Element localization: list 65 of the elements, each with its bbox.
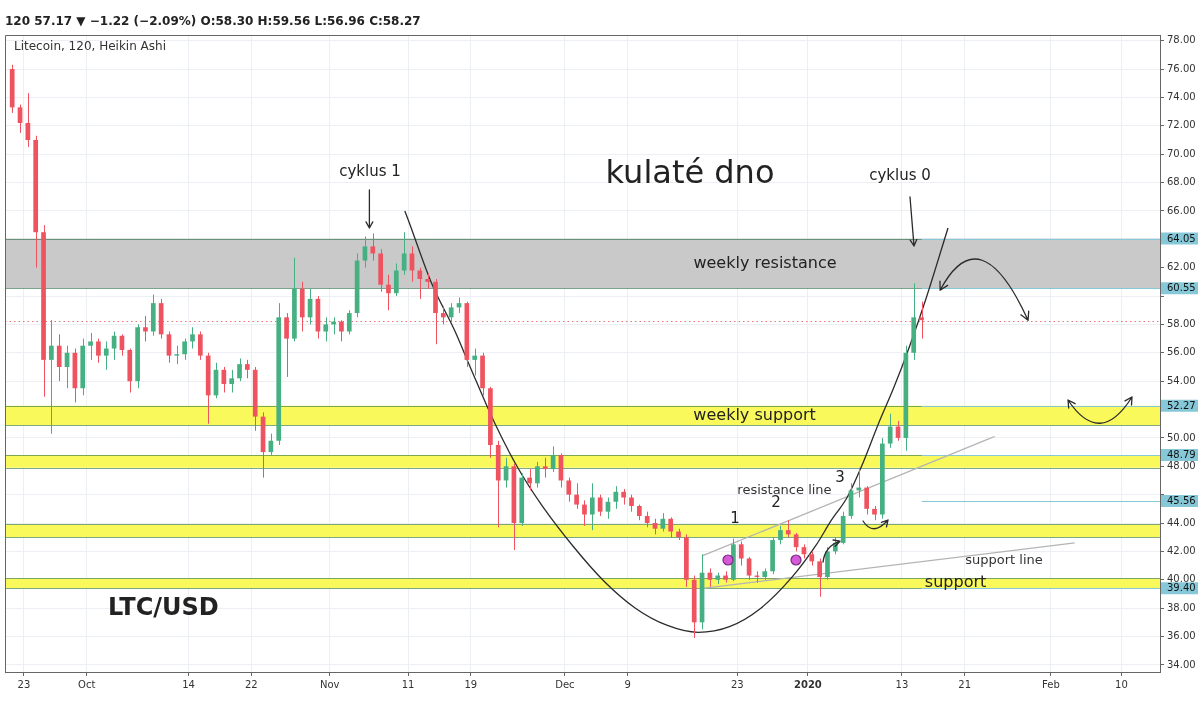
- y-tick-label: 74.00: [1167, 91, 1196, 103]
- text: kulaté dno: [605, 152, 775, 191]
- x-tick-label: 19: [464, 678, 478, 690]
- x-tick-label: Nov: [319, 678, 340, 690]
- y-tick-label: 58.00: [1167, 318, 1196, 330]
- band-label: weekly support: [693, 404, 816, 424]
- candlestick: [88, 332, 93, 361]
- x-tick-label: 23: [730, 678, 744, 690]
- ref-line-label: 39.40: [1167, 582, 1196, 594]
- y-tick-label: 72.00: [1167, 119, 1196, 131]
- y-tick-label: 56.00: [1167, 346, 1196, 358]
- y-tick-label: 40.00: [1167, 573, 1196, 585]
- ref-line-label: 48.79: [1167, 449, 1196, 461]
- x-tick-label: Oct: [78, 678, 96, 690]
- x-tick-label: Dec: [555, 678, 575, 690]
- series-label: support line: [965, 551, 1043, 567]
- candlestick: [425, 272, 431, 290]
- ref-line-label: 45.56: [1167, 495, 1196, 506]
- x-tick-label: 2020: [793, 678, 822, 690]
- y-tick-label: 48.00: [1167, 459, 1196, 471]
- band-label: weekly resistance: [693, 252, 837, 272]
- candlestick: [738, 540, 744, 567]
- candlestick: [323, 316, 329, 342]
- candlestick: [919, 301, 924, 340]
- candlestick: [589, 482, 595, 531]
- candlestick: [96, 338, 101, 364]
- annotation: 1: [730, 509, 740, 528]
- y-tick-label: 44.00: [1167, 516, 1196, 528]
- y-tick-label: 34.00: [1167, 658, 1196, 670]
- annotation: cyklus 1: [339, 162, 401, 181]
- x-tick-label: 9: [624, 678, 631, 690]
- candlestick: [629, 494, 634, 513]
- text: 120 57.17 ▼ −1.22 (−2.09%) O:58.30 H:59.56 L:56.96 C:58.27: [5, 14, 421, 29]
- y-tick-label: 38.00: [1167, 601, 1196, 613]
- y-tick-label: 66.00: [1167, 204, 1196, 216]
- y-tick-label: 68.00: [1167, 176, 1196, 188]
- candlestick: [542, 457, 548, 479]
- y-tick-label: 70.00: [1167, 147, 1196, 159]
- candlestick: [174, 345, 180, 365]
- annotation: 3: [835, 468, 845, 487]
- candlestick: [143, 315, 148, 342]
- annotation: Litecoin, 120, Heikin Ashi: [14, 39, 166, 54]
- x-tick-label: Feb: [1042, 678, 1060, 690]
- x-tick-label: 13: [895, 678, 909, 690]
- y-tick-label: 76.00: [1167, 62, 1196, 74]
- annotation: cyklus 0: [869, 166, 931, 185]
- y-tick-label: 54.00: [1167, 374, 1196, 386]
- y-tick-label: 42.00: [1167, 545, 1196, 556]
- ref-line-label: 52.27: [1167, 399, 1196, 411]
- y-tick-label: 50.00: [1167, 431, 1196, 443]
- x-tick-label: 10: [1115, 678, 1128, 690]
- ref-line-label: 60.55: [1167, 282, 1196, 294]
- x-tick-label: 23: [17, 678, 31, 690]
- x-tick-label: 11: [401, 678, 415, 690]
- ref-line-label: 64.05: [1167, 232, 1196, 244]
- x-tick-label: 21: [958, 678, 972, 690]
- candlestick: [566, 477, 572, 503]
- x-tick-label: 22: [244, 678, 258, 690]
- annotation: 2: [771, 493, 781, 512]
- candlestick: [401, 231, 407, 276]
- y-tick-label: 78.00: [1167, 34, 1196, 46]
- x-tick-label: 14: [182, 678, 195, 690]
- y-tick-label: 36.00: [1167, 630, 1196, 642]
- y-tick-label: 62.00: [1167, 261, 1196, 273]
- annotation: LTC/USD: [108, 593, 219, 622]
